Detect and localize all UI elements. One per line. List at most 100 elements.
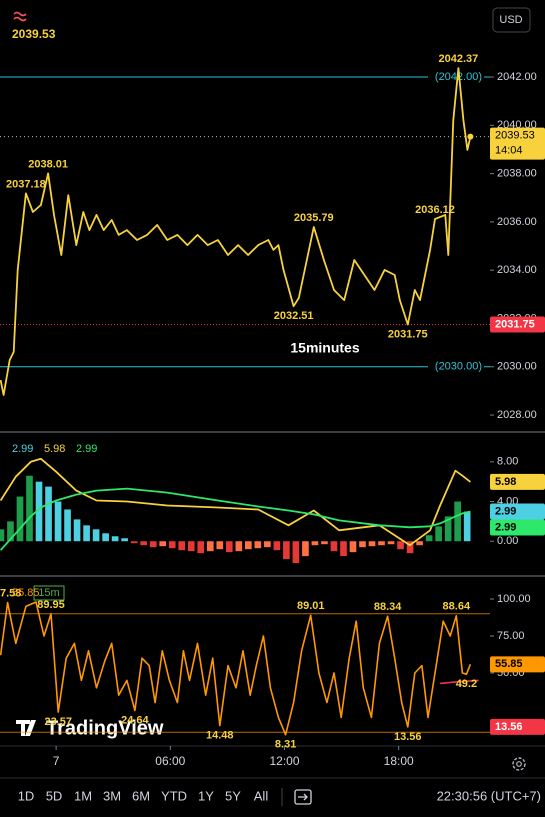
price-badge [490,503,545,520]
value-label: 2042.37 [439,53,479,65]
price-badge-label: 13.56 [495,721,523,733]
x-tick-label: 12:00 [269,754,299,768]
x-tick-label: 18:00 [384,754,414,768]
price-badge [490,473,545,490]
range-button[interactable]: 1M [74,788,92,803]
range-button[interactable]: 5D [46,788,63,803]
histogram-bar [159,541,167,547]
indicator-line [0,457,471,547]
histogram-bar [187,541,195,552]
level-label-bg [428,358,484,375]
histogram-bar [283,541,290,560]
histogram-bar [130,541,138,544]
price-badge [490,718,545,735]
value-label: 23.57 [44,716,72,728]
value-label: 49.2 [456,678,477,690]
countdown: 14:04 [495,145,523,157]
histogram-bar [425,535,433,542]
histogram-bar [406,541,414,554]
signal-line [440,679,479,685]
date-range-icon[interactable] [294,789,312,805]
interval-tag [33,585,65,601]
histogram-bar [463,511,471,542]
y-tick-label: 2036.00 [497,216,537,228]
y-tick-label: 2034.00 [497,264,537,276]
clock[interactable]: 22:30:56 (UTC+7) [437,788,541,803]
histogram-bar [225,541,233,553]
histogram-bar [178,541,186,551]
range-button[interactable]: All [254,788,269,803]
annotation: 15minutes [290,340,359,356]
range-button[interactable]: 1D [18,788,35,803]
price-badge [490,519,545,536]
y-tick-label: 2028.00 [497,409,537,421]
histogram-bar [245,541,252,550]
price-badge-label: 5.98 [495,476,516,488]
histogram-bar [378,541,385,546]
settings-icon[interactable] [512,757,526,771]
value-label: 89.95 [37,599,65,611]
legend-value: 2.99 [12,443,33,455]
histogram-bar [121,538,128,542]
value-label: 2031.75 [388,328,428,340]
x-tick-label: 06:00 [155,754,185,768]
range-button[interactable]: 1Y [198,788,214,803]
price-badge-label: 2.99 [495,505,516,517]
histogram-bar [216,541,224,550]
range-button[interactable]: 6M [132,788,150,803]
histogram-bar [16,496,24,542]
value-label: 89.01 [297,600,325,612]
histogram-bar [83,525,90,542]
price-badge-label: 2.99 [495,521,516,533]
price-badge-label: 55.85 [495,658,523,670]
histogram-bar [359,541,366,548]
histogram-bar [149,541,157,548]
price-badge-label: 2031.75 [495,318,535,330]
histogram-bar [321,541,328,545]
histogram-bar [349,541,357,553]
y-tick-label: 8.00 [497,456,518,468]
value-label: 2036.12 [415,204,455,216]
y-tick-label: 0.00 [497,535,518,547]
range-button[interactable]: 3M [103,788,121,803]
y-tick-label: 75.00 [497,630,525,642]
value-label: 2038.01 [28,158,68,170]
price-badge [490,127,545,160]
histogram-bar [330,541,338,552]
range-button[interactable]: YTD [161,788,187,803]
y-tick-label: 100.00 [497,593,531,605]
histogram-bar [311,541,319,546]
histogram-bar [26,475,33,542]
y-tick-label: 2042.00 [497,71,537,83]
histogram-bar [35,481,43,542]
histogram-bar [102,533,109,542]
histogram-bar [368,541,376,547]
histogram-bar [416,541,423,546]
histogram-bar [235,541,243,552]
indicator-line [0,487,471,551]
histogram-bar [111,536,119,542]
level-label-bg [428,69,484,86]
currency-button[interactable] [492,7,531,33]
histogram-bar [254,541,262,549]
histogram-bar [264,541,271,548]
histogram-bar [92,529,100,542]
value-label: 88.34 [374,601,402,613]
histogram-bar [454,501,461,542]
value-label: 97.58 [0,587,21,599]
price-badge-label: 2039.53 [495,130,535,142]
histogram-bar [140,541,147,546]
histogram-bar [292,541,300,564]
range-button[interactable]: 5Y [225,788,241,803]
legend-value: 2.99 [76,443,97,455]
value-label: 2032.51 [274,310,314,322]
oscillator-line [0,601,472,736]
histogram-bar [54,501,62,542]
price-badge [490,656,545,673]
value-label: 2035.79 [294,212,334,224]
y-tick-label: 2038.00 [497,168,537,180]
currency-label[interactable]: USD [499,14,522,26]
histogram-bar [435,526,442,542]
interval-tag-label: 15m [38,587,59,599]
